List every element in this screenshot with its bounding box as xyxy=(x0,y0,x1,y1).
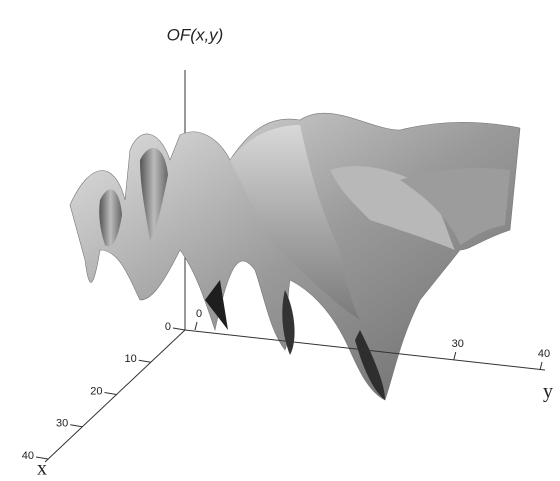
y-tick xyxy=(539,361,543,371)
x-tick-label: 30 xyxy=(56,418,68,430)
y-tick-label: 40 xyxy=(538,348,550,360)
y-tick-label: 0 xyxy=(196,308,202,320)
x-tick xyxy=(104,392,117,395)
x-tick xyxy=(172,327,186,331)
x-axis-label: x xyxy=(37,458,47,480)
y-tick xyxy=(453,351,457,361)
x-tick-label: 20 xyxy=(90,385,102,397)
y-axis-label: y xyxy=(543,381,553,403)
x-axis xyxy=(44,329,186,463)
y-tick xyxy=(194,321,198,331)
chart-title: OF(x,y) xyxy=(167,25,224,44)
y-tick-label: 30 xyxy=(452,338,464,350)
x-tick-label: 0 xyxy=(165,321,171,333)
x-tick xyxy=(138,359,151,363)
x-tick-label: 10 xyxy=(125,353,137,365)
surface xyxy=(69,112,521,401)
x-tick xyxy=(70,424,83,428)
x-tick-label: 40 xyxy=(22,450,34,462)
x-tick xyxy=(35,456,49,460)
y-axis xyxy=(184,329,546,371)
